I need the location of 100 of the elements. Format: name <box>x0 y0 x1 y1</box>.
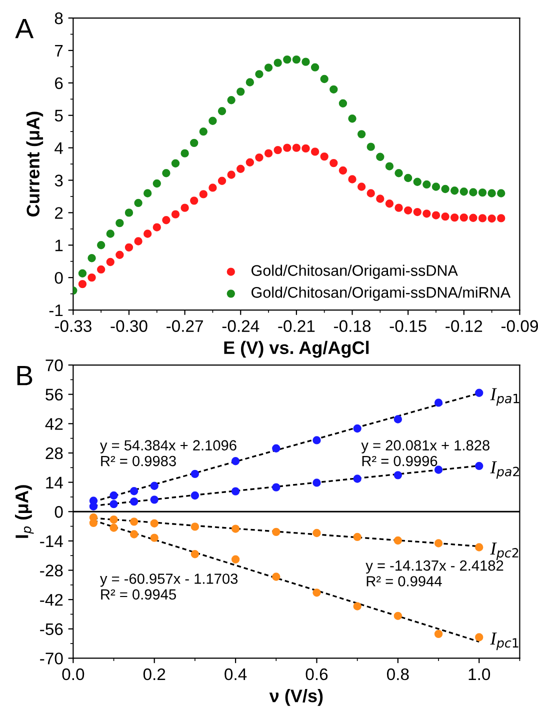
point <box>110 491 118 500</box>
point <box>330 158 338 168</box>
point <box>116 250 124 259</box>
point <box>394 612 402 620</box>
x-tick-label: 0.0 <box>62 668 84 680</box>
point <box>272 483 280 492</box>
point <box>130 518 138 526</box>
point <box>385 200 394 208</box>
y-tick-label: -56 <box>40 623 63 636</box>
point <box>394 536 402 545</box>
point <box>96 241 106 250</box>
y-tick-label: 6 <box>55 77 63 90</box>
point <box>180 204 189 212</box>
point <box>312 528 321 538</box>
point <box>320 74 328 84</box>
series-label: I$_{pc2}$ <box>490 542 518 560</box>
point <box>272 572 280 581</box>
y-tick-label: 42 <box>45 418 63 430</box>
y-tick-label: -14 <box>40 536 63 547</box>
point <box>152 223 161 232</box>
y-tick-label: 1 <box>55 240 63 252</box>
point <box>357 130 366 138</box>
point <box>110 524 118 532</box>
point <box>469 188 478 196</box>
point <box>96 265 106 274</box>
x-tick-label: -0.30 <box>110 320 148 332</box>
point <box>441 184 450 194</box>
point <box>353 602 362 610</box>
point <box>292 144 301 152</box>
point <box>475 462 484 470</box>
point <box>150 534 158 542</box>
x-tick-label: -0.15 <box>390 320 426 332</box>
point <box>78 269 87 278</box>
x-axis-title: E (V) vs. Ag/AgCl <box>224 340 369 358</box>
y-tick-label: -28 <box>40 564 63 576</box>
point <box>227 170 236 179</box>
x-tick-label: -0.12 <box>446 320 482 332</box>
point <box>130 487 138 496</box>
x-tick-label: -0.33 <box>54 320 92 332</box>
point <box>394 471 402 480</box>
y-tick-label: 0 <box>54 506 63 518</box>
point <box>441 212 450 221</box>
point <box>171 159 180 168</box>
point <box>475 388 484 397</box>
point <box>366 189 375 198</box>
point <box>144 230 152 238</box>
series-label: I$_{pc1}$ <box>490 632 518 650</box>
point <box>353 474 362 483</box>
point <box>106 258 114 266</box>
point <box>312 588 321 597</box>
point <box>422 210 431 218</box>
point <box>110 515 118 524</box>
annotation: y = -60.957x - 1.1703 R² = 0.9945 <box>100 574 238 600</box>
y-tick-label: -1 <box>49 304 63 316</box>
point <box>190 470 200 478</box>
annotation: y = 54.384x + 2.1096 R² = 0.9983 <box>100 440 236 466</box>
x-tick-label: 0.2 <box>143 668 166 680</box>
point <box>124 243 134 252</box>
point <box>302 144 310 153</box>
point <box>236 88 245 96</box>
point <box>385 162 394 170</box>
point <box>274 146 282 154</box>
point <box>274 58 282 67</box>
point <box>199 127 208 136</box>
y-tick-label: 4 <box>54 142 63 154</box>
point <box>312 436 321 444</box>
point <box>227 96 236 104</box>
legend-label: Gold/Chitosan/Origami-ssDNA <box>252 264 458 279</box>
point <box>152 179 161 188</box>
point <box>246 78 254 86</box>
point <box>283 144 292 152</box>
point <box>150 496 158 504</box>
point <box>413 178 422 186</box>
point <box>366 142 375 151</box>
point <box>264 64 273 72</box>
point <box>404 174 412 182</box>
point <box>469 214 478 222</box>
y-tick-label: -42 <box>40 594 63 606</box>
point <box>450 186 459 195</box>
point <box>310 63 320 72</box>
point <box>394 415 402 424</box>
point <box>497 189 506 198</box>
point <box>255 153 264 162</box>
point <box>353 532 362 542</box>
point <box>130 530 138 538</box>
point <box>190 138 198 148</box>
point <box>231 487 240 496</box>
point <box>144 189 152 198</box>
text: B <box>17 366 32 386</box>
point <box>310 148 320 156</box>
point <box>394 169 403 178</box>
point <box>199 190 208 198</box>
point <box>110 500 118 508</box>
y-tick-label: 14 <box>46 476 63 488</box>
point <box>130 497 138 506</box>
point <box>434 539 443 548</box>
point <box>292 55 301 64</box>
point <box>376 194 384 203</box>
point <box>124 208 134 217</box>
y-tick-label: 28 <box>46 447 63 460</box>
